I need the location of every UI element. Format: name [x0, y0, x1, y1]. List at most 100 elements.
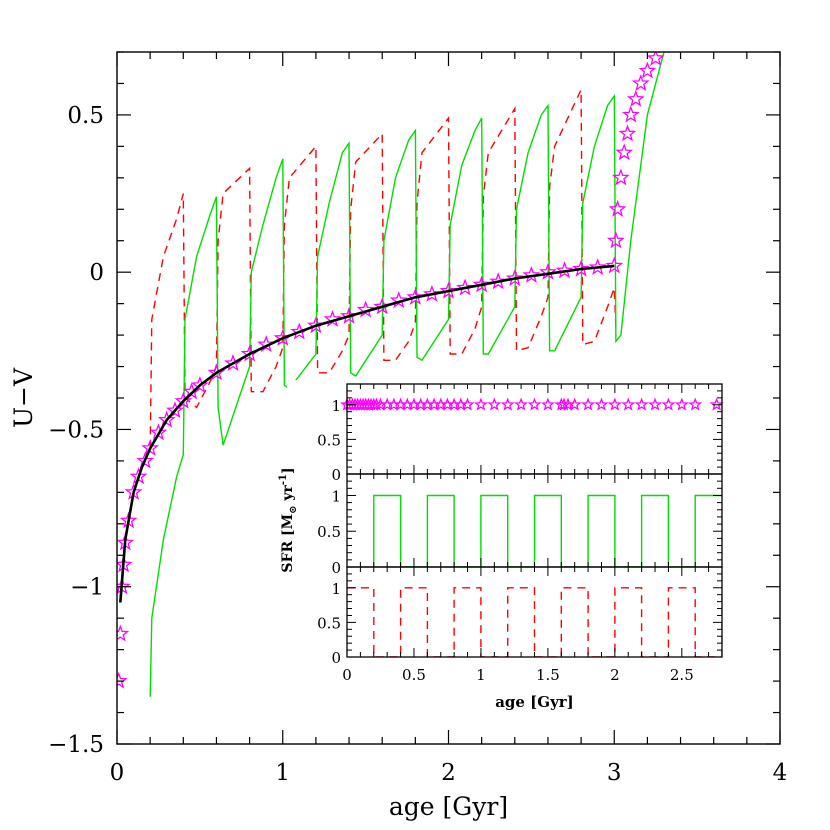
- main-star-point-45: [618, 124, 637, 142]
- main-x-tick-label: 2: [441, 760, 456, 786]
- inset-panel-series: [373, 494, 722, 567]
- inset-x-axis-label: age [Gyr]: [495, 693, 574, 711]
- main-star-point-1: [117, 624, 130, 642]
- main-series-group: [117, 52, 670, 697]
- main-star-point-33: [489, 272, 508, 290]
- inset-y-axis-label-sub: ⊙: [288, 506, 299, 514]
- inset-panel-0-star-point-33: [556, 397, 571, 411]
- main-star-point-23: [323, 310, 342, 327]
- inset-y-axis-label-sup: -1: [278, 474, 289, 485]
- main-star-point-27: [389, 291, 408, 309]
- inset-panel-0-star-point-28: [500, 397, 515, 411]
- inset-x-tick-label: 1: [476, 666, 486, 684]
- inset-panel-0-star-point-41: [648, 397, 663, 411]
- main-star-point-28: [406, 287, 425, 305]
- main-plot: [116, 51, 781, 745]
- main-star-point-44: [615, 143, 634, 161]
- main-star-point-50: [646, 52, 665, 66]
- inset-panel-0-star-point-45: [709, 397, 724, 411]
- inset-x-tick-label: 0: [342, 666, 352, 684]
- inset-panel-0-star-point-42: [661, 397, 676, 411]
- inset-panel-0-star-point-35: [567, 397, 582, 411]
- main-star-point-38: [572, 259, 590, 277]
- main-star-point-0: [117, 671, 128, 689]
- main-star-point-32: [472, 275, 491, 293]
- main-star-point-42: [608, 199, 627, 217]
- main-star-point-30: [439, 281, 458, 299]
- inset-panel-0: 00.51: [317, 383, 724, 484]
- main-y-tick-label: −0.5: [48, 417, 104, 443]
- inset-panel-0-star-point-31: [540, 397, 555, 411]
- main-y-axis-label: U−V: [9, 367, 38, 428]
- main-star-point-43: [611, 168, 630, 186]
- main-y-tick-label: 0: [89, 260, 104, 286]
- main-star-point-34: [505, 269, 524, 286]
- main-y-tick-label: −1.5: [48, 732, 104, 758]
- inset-y-tick-label: 1: [331, 487, 341, 505]
- main-star-point-41: [607, 231, 625, 249]
- main-star-point-37: [555, 261, 574, 279]
- inset-panel-0-star-point-37: [594, 397, 609, 411]
- main-y-tick-label: 0.5: [67, 103, 104, 129]
- inset-y-tick-label: 1: [331, 580, 341, 598]
- main-star-point-12: [166, 401, 184, 419]
- inset-y-tick-label: 0.5: [317, 523, 341, 541]
- main-x-tick-label: 0: [110, 760, 125, 786]
- inset-x-tick-label: 2: [610, 666, 620, 684]
- main-green-solid-line: [149, 52, 665, 697]
- inset-panel-0-star-point-11: [369, 397, 384, 411]
- inset-panel-0-star-point-40: [634, 397, 649, 411]
- main-star-point-29: [423, 284, 441, 302]
- main-star-point-48: [631, 74, 650, 91]
- main-star-point-11: [157, 410, 176, 428]
- main-x-axis-label: age [Gyr]: [389, 792, 508, 821]
- main-axes-labels: 0 1 2 3 4 −1.5 −1 −0.5 0 0.5 age [Gyr] U−V: [9, 103, 787, 821]
- main-x-tick-label: 1: [275, 760, 290, 786]
- inset-panel-series: [340, 397, 724, 411]
- inset-y-axis-label-end: ]: [280, 467, 296, 474]
- inset-y-axis-label-main: SFR [M: [280, 514, 296, 573]
- main-star-point-13: [174, 391, 193, 409]
- main-star-point-46: [621, 105, 640, 123]
- main-red-dashed-line: [149, 89, 617, 449]
- inset-y-axis-label: SFR [M⊙ yr-1]: [278, 467, 299, 572]
- main-black-solid-line: [119, 264, 615, 603]
- inset-y-tick-label: 0: [331, 649, 341, 667]
- inset-panel-0-star-point-25: [460, 397, 475, 411]
- inset-panel-0-star-point-30: [527, 397, 542, 411]
- inset-panel-0-star-point-39: [621, 397, 636, 411]
- inset-panel-0-star-point-36: [581, 397, 596, 411]
- inset-panel-0-star-point-38: [607, 397, 622, 411]
- main-star-point-8: [136, 451, 155, 469]
- main-star-point-39: [588, 258, 607, 275]
- inset-panel-0-star-point-26: [473, 397, 488, 411]
- main-star-point-49: [638, 61, 657, 79]
- inset-y-tick-label: 0: [331, 466, 341, 484]
- inset-y-tick-label: 1: [331, 397, 341, 415]
- main-y-tick-label: −1: [70, 575, 104, 601]
- inset-x-tick-label: 0.5: [402, 666, 426, 684]
- main-star-point-31: [456, 278, 474, 296]
- inset-x-tick-label: 1.5: [536, 666, 560, 684]
- inset-panel-0-star-point-44: [688, 397, 703, 411]
- inset-panel-0-star-point-43: [674, 397, 689, 411]
- inset-x-tick-label: 2.5: [670, 666, 694, 684]
- inset-y-tick-label: 0.5: [317, 431, 341, 449]
- inset-panel-2: 00.51: [317, 566, 723, 667]
- inset-panel-0-star-point-29: [514, 397, 529, 411]
- main-star-point-40: [605, 256, 624, 274]
- inset-panel-0-star-point-27: [487, 397, 502, 411]
- inset-y-axis-label-unit: yr: [280, 485, 296, 506]
- main-star-point-25: [356, 300, 375, 318]
- main-x-tick-label: 3: [607, 760, 622, 786]
- main-star-point-36: [539, 262, 557, 280]
- inset-panel-1-green-solid-line: [373, 494, 722, 567]
- inset-y-tick-label: 0: [331, 559, 341, 577]
- main-star-point-35: [522, 265, 541, 283]
- main-star-point-15: [190, 376, 209, 393]
- main-star-point-47: [626, 89, 645, 107]
- main-x-tick-label: 4: [773, 760, 788, 786]
- inset-y-tick-label: 0.5: [317, 614, 341, 632]
